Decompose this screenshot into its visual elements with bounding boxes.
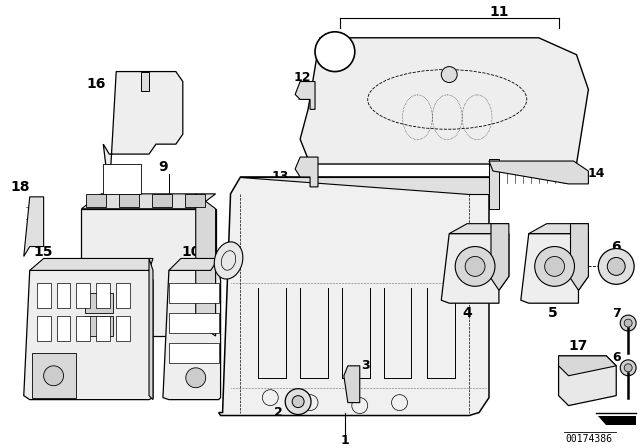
- Text: 1: 1: [340, 434, 349, 447]
- Polygon shape: [449, 224, 509, 233]
- Polygon shape: [300, 38, 588, 164]
- Text: 6: 6: [611, 240, 621, 254]
- Polygon shape: [491, 224, 509, 290]
- Circle shape: [455, 246, 495, 286]
- Circle shape: [186, 368, 205, 388]
- Text: 18: 18: [10, 180, 29, 194]
- Polygon shape: [185, 194, 205, 207]
- Circle shape: [624, 364, 632, 372]
- Text: 8: 8: [206, 242, 215, 255]
- Polygon shape: [36, 316, 51, 341]
- Polygon shape: [85, 293, 113, 313]
- Text: 6: 6: [612, 351, 621, 364]
- Polygon shape: [169, 343, 219, 363]
- Polygon shape: [76, 283, 90, 308]
- Circle shape: [620, 360, 636, 376]
- Polygon shape: [116, 316, 130, 341]
- Text: 4: 4: [462, 306, 472, 320]
- Text: 2: 2: [274, 406, 283, 419]
- Polygon shape: [295, 157, 318, 187]
- Polygon shape: [241, 177, 489, 194]
- Text: 15: 15: [34, 245, 53, 258]
- Polygon shape: [529, 224, 588, 233]
- Circle shape: [315, 32, 355, 72]
- Polygon shape: [598, 416, 636, 426]
- Polygon shape: [32, 353, 76, 398]
- Text: 14: 14: [588, 168, 605, 181]
- Ellipse shape: [214, 242, 243, 279]
- Circle shape: [535, 246, 575, 286]
- Text: 5: 5: [548, 306, 557, 320]
- Polygon shape: [29, 258, 153, 271]
- Polygon shape: [169, 313, 219, 333]
- Polygon shape: [169, 283, 219, 303]
- Circle shape: [465, 256, 485, 276]
- Polygon shape: [119, 194, 139, 207]
- Polygon shape: [97, 283, 110, 308]
- Polygon shape: [103, 164, 141, 194]
- Text: 7: 7: [612, 306, 621, 319]
- Circle shape: [285, 389, 311, 414]
- Polygon shape: [169, 258, 219, 271]
- Polygon shape: [36, 283, 51, 308]
- Polygon shape: [219, 177, 489, 416]
- Polygon shape: [56, 283, 70, 308]
- Circle shape: [292, 396, 304, 408]
- Circle shape: [624, 319, 632, 327]
- Polygon shape: [76, 316, 90, 341]
- Polygon shape: [24, 197, 44, 256]
- Polygon shape: [521, 233, 588, 303]
- Text: 7: 7: [330, 45, 340, 59]
- Circle shape: [441, 67, 457, 82]
- Polygon shape: [86, 194, 106, 207]
- Polygon shape: [24, 271, 153, 400]
- Polygon shape: [570, 224, 588, 290]
- Text: 12: 12: [293, 71, 311, 84]
- Polygon shape: [295, 82, 315, 109]
- Text: 9: 9: [158, 160, 168, 174]
- Polygon shape: [149, 258, 153, 400]
- Polygon shape: [116, 283, 130, 308]
- Text: 3: 3: [362, 359, 370, 372]
- Circle shape: [620, 315, 636, 331]
- Circle shape: [44, 366, 63, 386]
- Polygon shape: [81, 194, 216, 209]
- Polygon shape: [559, 356, 616, 405]
- Text: 00174386: 00174386: [565, 435, 612, 444]
- Text: 13: 13: [271, 170, 289, 183]
- Circle shape: [545, 256, 564, 276]
- Polygon shape: [196, 194, 216, 336]
- Polygon shape: [489, 159, 499, 209]
- Polygon shape: [81, 209, 216, 336]
- Polygon shape: [85, 316, 113, 336]
- Polygon shape: [489, 161, 588, 184]
- Polygon shape: [163, 271, 221, 400]
- Text: 10: 10: [181, 245, 200, 258]
- Text: 16: 16: [86, 78, 106, 91]
- Polygon shape: [56, 316, 70, 341]
- Circle shape: [607, 258, 625, 276]
- Polygon shape: [441, 233, 509, 303]
- Polygon shape: [559, 356, 616, 376]
- Text: 11: 11: [489, 5, 509, 19]
- Polygon shape: [103, 72, 183, 194]
- Text: 17: 17: [569, 339, 588, 353]
- Circle shape: [598, 249, 634, 284]
- Polygon shape: [344, 366, 360, 403]
- Polygon shape: [97, 316, 110, 341]
- Polygon shape: [152, 194, 172, 207]
- Polygon shape: [141, 72, 149, 91]
